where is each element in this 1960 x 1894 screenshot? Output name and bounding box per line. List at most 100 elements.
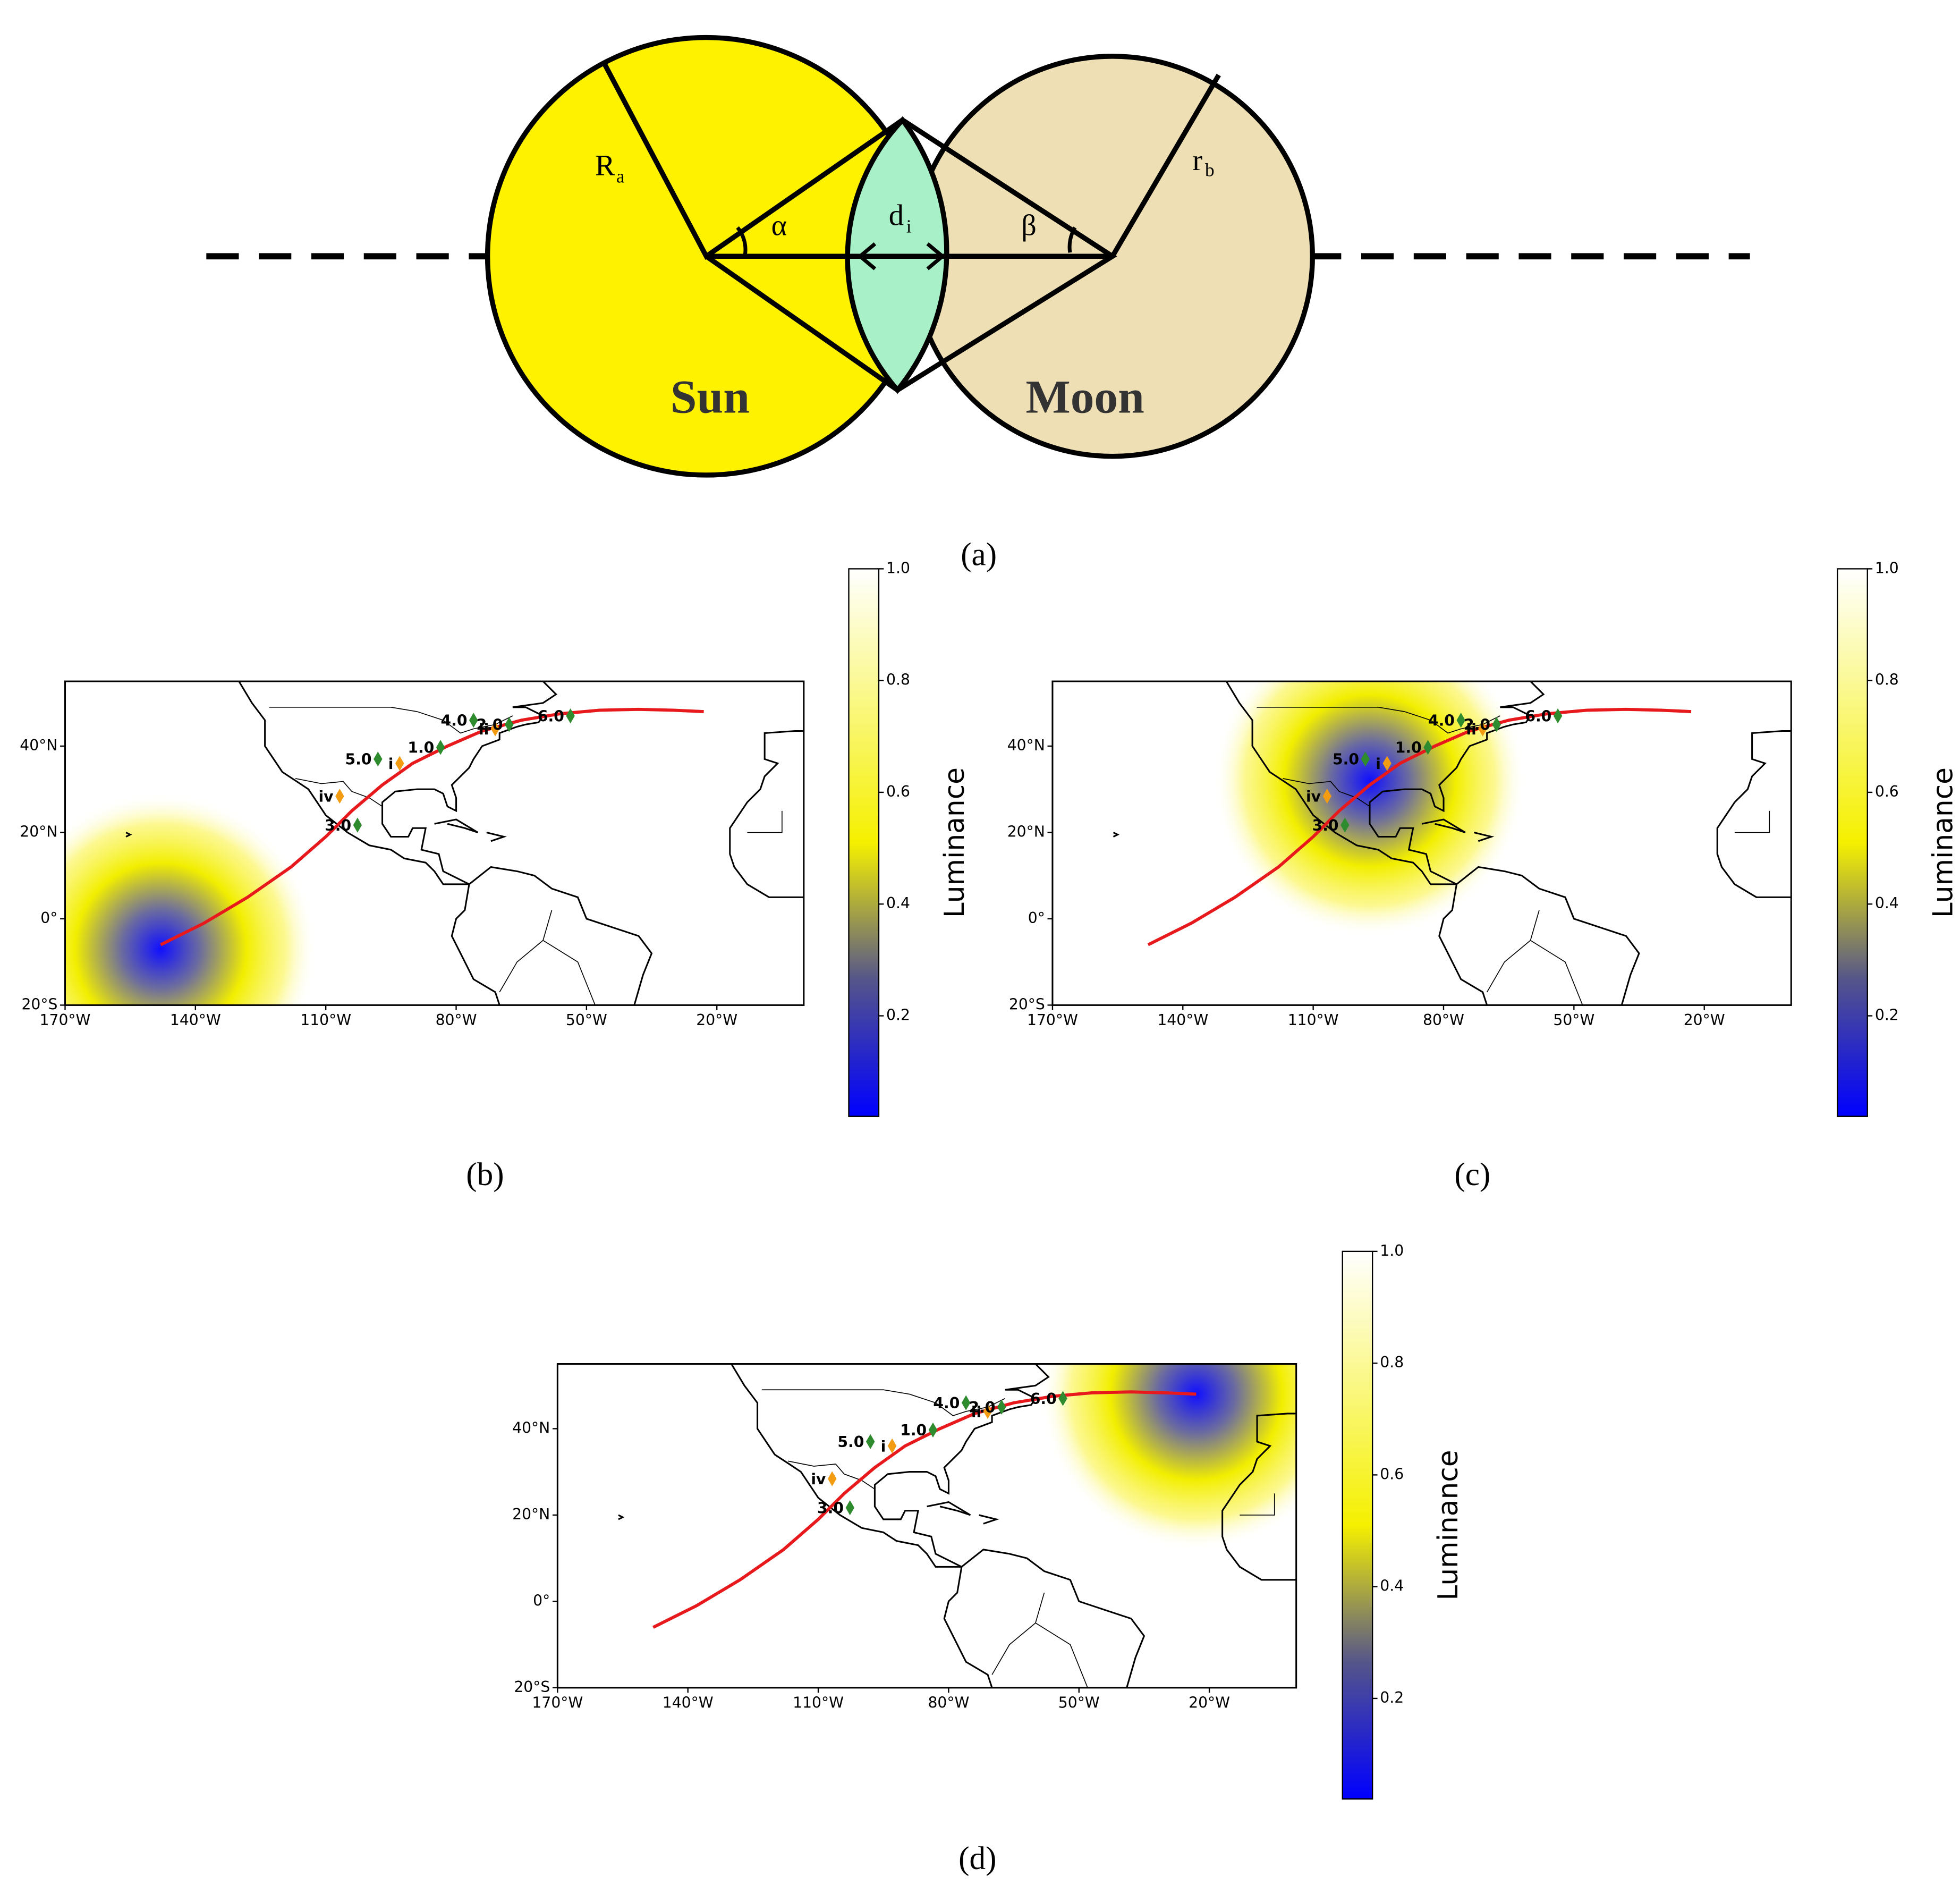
border — [991, 1592, 1045, 1675]
x-tick-label: 140°W — [663, 1694, 714, 1711]
station-marker — [505, 717, 514, 732]
station-label: 2.0 — [969, 1399, 995, 1416]
station-label: i — [1376, 755, 1381, 773]
x-tick-label: 170°W — [532, 1694, 583, 1711]
x-tick-label: 50°W — [1553, 1011, 1594, 1029]
station-marker — [566, 708, 575, 724]
border — [747, 810, 783, 833]
coastline — [618, 1514, 625, 1520]
colorbar-tick-label: 0.6 — [886, 783, 910, 800]
border — [1486, 910, 1540, 993]
sun-path — [652, 1390, 1197, 1629]
station-marker — [353, 817, 362, 833]
station-marker — [1058, 1391, 1067, 1406]
eclipse-diagram: R a α d i β r b Sun Moon (a) — [206, 35, 1750, 572]
x-tick-label: 80°W — [1423, 1011, 1464, 1029]
label-d-sub: i — [906, 216, 912, 237]
station-label: 6.0 — [1525, 707, 1551, 725]
y-tick-label: 40°N — [1007, 737, 1045, 754]
coastline — [1438, 866, 1640, 1005]
colorbar-tick-label: 1.0 — [1875, 559, 1899, 577]
colorbar-label: Luminance — [939, 767, 971, 918]
colorbar: 0.2 0.4 0.6 0.8 1.0 Luminance — [1342, 1242, 1464, 1800]
x-tick-label: 140°W — [170, 1011, 221, 1029]
coastline — [238, 681, 557, 885]
label-d: d — [889, 199, 904, 232]
station-label: 2.0 — [1464, 716, 1490, 734]
colorbar-tick-label: 0.4 — [1875, 894, 1899, 912]
station-marker — [866, 1434, 875, 1449]
border — [269, 706, 513, 734]
colorbar-tick-label: 0.4 — [886, 894, 910, 912]
colorbar: 0.2 0.4 0.6 0.8 1.0 Luminance — [848, 559, 971, 1117]
border — [1283, 778, 1370, 807]
coastline — [943, 1549, 1146, 1688]
colorbar-tick-label: 0.2 — [1875, 1007, 1899, 1024]
station-label: 1.0 — [408, 739, 434, 757]
colorbar-tick-label: 0.8 — [886, 671, 910, 689]
colorbar-tick-label: 0.8 — [1875, 671, 1899, 689]
map-panel: 4.0 1.0 5.0 i iv 3.0 ii2.0 6.0 170°W 140°W 110°W 80… — [20, 680, 805, 1029]
colorbar-fill — [1342, 1250, 1373, 1800]
station-label: iv — [1306, 788, 1321, 806]
x-tick-label: 20°W — [1189, 1694, 1230, 1711]
station-label: 4.0 — [933, 1394, 960, 1412]
colorbar-tick-label: 0.2 — [886, 1007, 910, 1024]
label-r-a-sub: a — [616, 166, 625, 187]
colorbar-tick-label: 1.0 — [886, 559, 910, 577]
coastline — [451, 866, 653, 1005]
station-label: ii — [971, 1403, 981, 1420]
station-label: i — [388, 755, 394, 773]
station-marker — [395, 756, 404, 771]
label-beta: β — [1021, 209, 1037, 242]
y-tick-label: 20°S — [21, 995, 57, 1013]
x-tick-label: 20°W — [1684, 1011, 1725, 1029]
colorbar-fill — [848, 568, 880, 1117]
station-label: 3.0 — [817, 1499, 844, 1517]
x-tick-label: 110°W — [300, 1011, 351, 1029]
station-label: 4.0 — [1428, 712, 1455, 730]
coastline — [731, 1364, 1050, 1568]
station-marker — [469, 713, 478, 728]
map-frame — [1051, 680, 1792, 1006]
label-sun: Sun — [671, 370, 750, 423]
station-label: 5.0 — [837, 1433, 864, 1451]
caption: (a) — [961, 536, 997, 572]
coastline — [1421, 818, 1466, 833]
station-label: 5.0 — [345, 751, 372, 768]
map-frame — [64, 680, 805, 1006]
station-label: 6.0 — [538, 707, 564, 725]
coastline — [729, 730, 804, 898]
station-marker — [983, 1403, 992, 1419]
station-label: ii — [479, 721, 489, 738]
coastline — [979, 1514, 999, 1525]
y-tick-label: 20°N — [1007, 823, 1045, 840]
border — [1257, 706, 1500, 734]
x-tick-label: 140°W — [1157, 1011, 1208, 1029]
map-frame — [556, 1363, 1297, 1689]
x-tick-label: 50°W — [566, 1011, 607, 1029]
station-marker — [997, 1399, 1006, 1415]
border — [499, 910, 553, 993]
colorbar-tick-label: 1.0 — [1380, 1242, 1404, 1259]
colorbar-tick-label: 0.4 — [1380, 1577, 1404, 1595]
y-tick-label: 20°S — [514, 1678, 550, 1696]
colorbar-label: Luminance — [1928, 767, 1959, 918]
umbra — [65, 792, 317, 1005]
border — [542, 940, 596, 1005]
y-tick-label: 40°N — [512, 1419, 550, 1436]
colorbar-tick-label: 0.8 — [1380, 1354, 1404, 1371]
station-marker — [887, 1438, 897, 1454]
label-r-a: R — [595, 149, 615, 182]
x-tick-label: 80°W — [928, 1694, 969, 1711]
station-label: 5.0 — [1333, 751, 1359, 768]
border — [1035, 1622, 1088, 1688]
umbra — [1040, 1364, 1296, 1551]
coastline — [434, 818, 479, 833]
y-tick-label: 0° — [533, 1592, 550, 1609]
station-marker — [374, 751, 383, 767]
coastline — [1225, 681, 1545, 885]
x-tick-label: 170°W — [1027, 1011, 1078, 1029]
caption: (c) — [1454, 1156, 1490, 1193]
